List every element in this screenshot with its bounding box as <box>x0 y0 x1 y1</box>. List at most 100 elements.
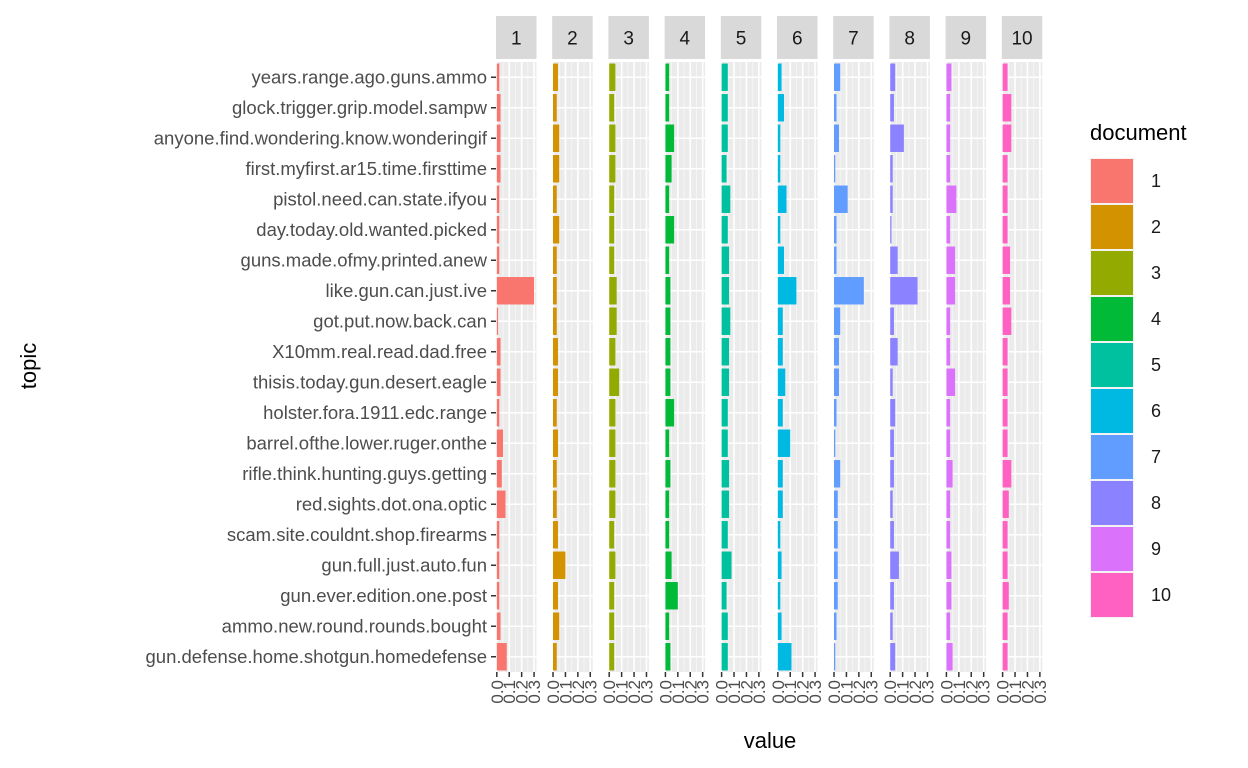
legend-swatch <box>1091 481 1133 525</box>
bar <box>946 155 951 183</box>
bar <box>496 551 500 579</box>
bar <box>946 582 952 610</box>
bar <box>553 612 560 640</box>
legend-swatch <box>1091 527 1133 571</box>
bar <box>1002 490 1009 518</box>
bar <box>553 490 557 518</box>
bar <box>496 521 500 549</box>
bar <box>890 63 896 91</box>
x-axis-title: value <box>744 728 797 753</box>
bar <box>665 521 670 549</box>
bar <box>553 582 558 610</box>
legend-label: 7 <box>1151 447 1161 467</box>
bar <box>665 490 670 518</box>
bar <box>721 521 728 549</box>
facet-strip-label: 8 <box>904 29 915 50</box>
panel-background <box>945 62 987 672</box>
panel-background <box>608 62 649 672</box>
bar <box>553 124 560 152</box>
bar <box>553 307 557 335</box>
bar <box>777 277 797 305</box>
x-tick-label: 0.2 <box>906 680 925 704</box>
bar <box>834 63 841 91</box>
y-tick-label: ammo.new.round.rounds.bought <box>222 615 487 636</box>
bar <box>553 399 557 427</box>
bar <box>609 490 616 518</box>
bar <box>890 277 918 305</box>
bar <box>609 429 616 457</box>
bar <box>721 185 731 213</box>
bar <box>721 582 727 610</box>
x-tick-label: 0.2 <box>737 680 756 704</box>
bar <box>946 429 951 457</box>
facet-panel-7: 7 0.00.10.20.3 <box>825 16 881 704</box>
bar <box>496 612 501 640</box>
bar <box>1002 582 1009 610</box>
bar <box>777 399 783 427</box>
bar <box>553 216 560 244</box>
bar <box>721 277 730 305</box>
bar <box>1002 368 1008 396</box>
bar <box>834 246 837 274</box>
y-tick-label: X10mm.real.read.dad.free <box>272 341 487 362</box>
x-tick-label: 0.3 <box>581 680 600 704</box>
bar <box>721 399 728 427</box>
bar <box>834 94 837 122</box>
x-tick-label: 0.1 <box>500 680 519 704</box>
legend-label: 6 <box>1151 401 1161 421</box>
bar <box>665 399 675 427</box>
bar <box>609 460 616 488</box>
facet-strip-label: 4 <box>680 29 691 50</box>
bar <box>553 521 558 549</box>
x-tick-label: 0.0 <box>544 680 563 704</box>
bar <box>834 490 838 518</box>
x-tick-label: 0.2 <box>513 680 532 704</box>
x-tick-label: 0.3 <box>918 680 937 704</box>
x-tick-label: 0.1 <box>781 680 800 704</box>
bar <box>665 460 671 488</box>
facet-panel-2: 2 0.00.10.20.3 <box>544 16 600 704</box>
bar <box>834 216 837 244</box>
y-axis-title: topic <box>16 343 41 389</box>
bar <box>946 399 951 427</box>
bar <box>890 582 894 610</box>
bar <box>890 124 904 152</box>
bar <box>1002 307 1012 335</box>
bar <box>1002 155 1008 183</box>
legend-label: 4 <box>1151 309 1161 329</box>
bar <box>1002 643 1008 671</box>
x-tick-label: 0.3 <box>637 680 656 704</box>
panel-background <box>1001 62 1043 672</box>
panel-background <box>777 62 818 672</box>
bar <box>946 521 951 549</box>
bar <box>1002 338 1008 366</box>
x-tick-label: 0.2 <box>794 680 813 704</box>
x-tick-label: 0.0 <box>881 680 900 704</box>
bar <box>834 185 848 213</box>
bar <box>946 277 956 305</box>
x-tick-label: 0.1 <box>837 680 856 704</box>
y-tick-label: got.put.now.back.can <box>313 310 487 331</box>
y-tick-label: scam.site.couldnt.shop.firearms <box>227 524 487 545</box>
legend-swatch <box>1091 251 1133 295</box>
x-tick-label: 0.0 <box>600 680 619 704</box>
y-tick-label: guns.made.ofmy.printed.anew <box>241 249 488 270</box>
bar <box>777 94 785 122</box>
bar <box>609 612 615 640</box>
bar <box>834 460 841 488</box>
bar <box>721 551 732 579</box>
facet-panel-3: 3 0.00.10.20.3 <box>600 16 656 704</box>
bar <box>609 124 616 152</box>
bar <box>834 612 837 640</box>
bar <box>609 63 616 91</box>
bar <box>665 216 675 244</box>
bar <box>834 399 837 427</box>
facet-strip <box>664 16 706 59</box>
legend-label: 10 <box>1151 585 1171 605</box>
legend-title: document <box>1090 120 1187 145</box>
bar <box>553 94 557 122</box>
bar <box>1002 521 1008 549</box>
bar <box>946 246 956 274</box>
facet-strip <box>608 16 649 59</box>
bar <box>721 368 730 396</box>
